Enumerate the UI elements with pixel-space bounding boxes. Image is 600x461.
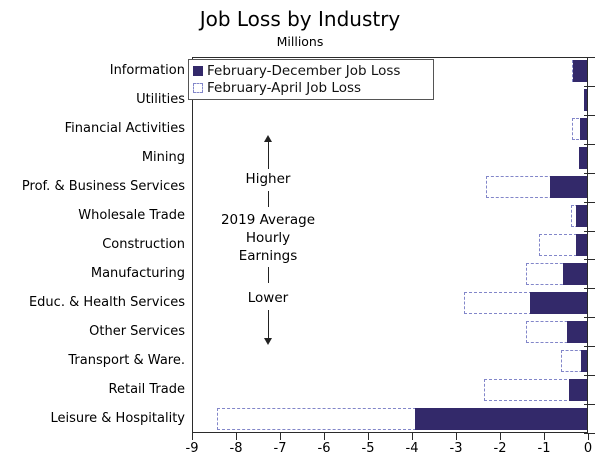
solid-bar-swatch-icon (193, 65, 203, 76)
x-axis-tick (280, 433, 281, 440)
bar-feb-dec (569, 378, 587, 401)
y-axis-tick (584, 317, 595, 319)
annotation-line (268, 142, 269, 169)
y-axis-label: Educ. & Health Services (28, 294, 185, 310)
x-tick-label: -4 (405, 441, 419, 456)
y-axis-tick (584, 57, 595, 58)
y-axis-tick (584, 433, 595, 434)
x-axis-tick (500, 433, 501, 440)
y-axis-tick (584, 259, 595, 261)
y-axis-label: Utilities (136, 92, 185, 108)
x-axis-tick (368, 433, 369, 440)
bar-feb-dec (580, 118, 587, 141)
annotation-earnings-line1: 2019 Average (220, 212, 316, 228)
arrow-up-icon (264, 135, 272, 142)
y-axis-tick (584, 288, 595, 290)
annotation-lower: Lower (247, 290, 289, 306)
x-axis-tick (412, 433, 413, 440)
legend-label: February-December Job Loss (207, 62, 401, 79)
legend: February-December Job Loss February-Apri… (188, 59, 434, 100)
x-tick-label: 0 (583, 441, 593, 456)
y-axis-label: Manufacturing (90, 265, 185, 281)
y-axis-label: Leisure & Hospitality (50, 410, 185, 426)
x-tick-label: -7 (273, 441, 287, 456)
annotation-line (268, 267, 269, 283)
x-axis-tick (192, 433, 193, 440)
arrow-down-icon (264, 338, 272, 345)
bar-feb-dec (576, 234, 587, 256)
x-tick-label: -9 (185, 441, 199, 456)
annotation-earnings-line2: Hourly (245, 230, 291, 246)
y-axis-tick (584, 143, 595, 145)
y-axis-tick (584, 230, 595, 232)
legend-item-feb-apr: February-April Job Loss (193, 79, 429, 96)
bar-feb-dec (576, 205, 587, 228)
x-axis-tick (588, 433, 589, 440)
y-axis-tick (584, 404, 595, 406)
x-axis-tick (456, 433, 457, 440)
annotation-earnings-line3: Earnings (238, 248, 298, 264)
annotation-line (268, 310, 269, 338)
x-tick-label: -2 (493, 441, 507, 456)
bar-feb-dec (581, 349, 587, 372)
x-axis-tick (544, 433, 545, 440)
x-tick-label: -1 (537, 441, 551, 456)
y-axis-label: Mining (141, 150, 185, 166)
bar-feb-dec (584, 89, 587, 112)
x-tick-label: -5 (361, 441, 375, 456)
y-axis-label: Prof. & Business Services (21, 179, 185, 195)
chart-title: Job Loss by Industry (199, 7, 401, 31)
bar-feb-dec (578, 147, 587, 170)
y-axis-tick (584, 375, 595, 377)
legend-item-feb-dec: February-December Job Loss (193, 62, 429, 79)
x-axis-tick (324, 433, 325, 440)
bar-feb-dec (573, 60, 587, 83)
x-tick-label: -8 (229, 441, 243, 456)
x-axis-tick (236, 433, 237, 440)
legend-label: February-April Job Loss (207, 79, 362, 96)
dashed-bar-swatch-icon (193, 82, 203, 93)
y-axis-label: Construction (102, 237, 185, 252)
annotation-line (268, 191, 269, 207)
x-tick-label: -6 (317, 441, 331, 456)
y-axis-label: Wholesale Trade (78, 208, 185, 224)
y-axis-tick (584, 201, 595, 203)
annotation-higher: Higher (245, 171, 291, 187)
y-axis-label: Information (109, 63, 185, 79)
y-axis-label: Other Services (89, 323, 185, 339)
y-axis-tick (584, 346, 595, 348)
bar-feb-dec (562, 262, 587, 285)
bar-feb-dec (529, 291, 587, 314)
y-axis-label: Retail Trade (108, 381, 185, 397)
plot-area (192, 57, 588, 433)
y-axis-tick (584, 85, 595, 87)
y-axis-tick (584, 114, 595, 116)
x-tick-label: -3 (449, 441, 463, 456)
bar-feb-dec (549, 176, 587, 199)
bar-feb-dec (567, 320, 587, 343)
chart-subtitle: Millions (276, 34, 324, 49)
y-axis-label: Financial Activities (64, 121, 185, 137)
bar-feb-dec (414, 407, 587, 430)
y-axis-label: Transport & Ware. (68, 352, 185, 368)
y-axis-tick (584, 172, 595, 174)
